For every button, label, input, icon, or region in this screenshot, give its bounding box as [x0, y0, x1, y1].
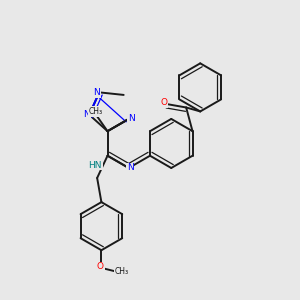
Text: HN: HN [88, 161, 102, 170]
Text: CH₃: CH₃ [88, 107, 103, 116]
Text: O: O [97, 262, 104, 272]
Text: N: N [83, 110, 90, 119]
Text: O: O [161, 98, 168, 107]
Text: CH₃: CH₃ [115, 267, 129, 276]
Text: N: N [127, 164, 134, 172]
Text: N: N [93, 88, 100, 97]
Text: N: N [128, 114, 135, 123]
